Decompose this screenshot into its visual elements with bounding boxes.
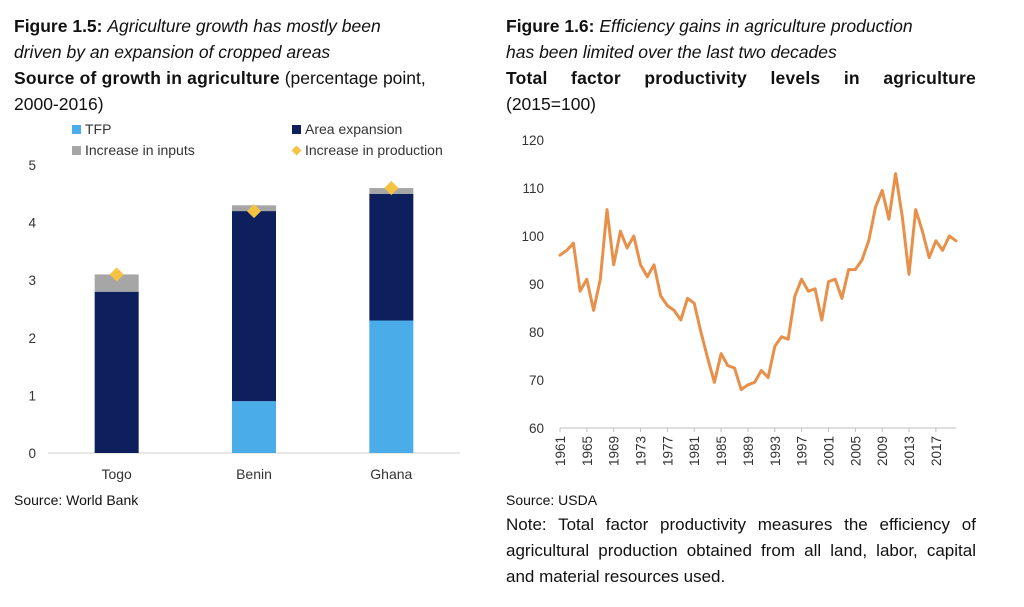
legend-marker-production	[291, 145, 302, 156]
figure-1-5-title-line1: Agriculture growth has mostly been	[107, 16, 381, 36]
x-tick-label: 2013	[902, 436, 917, 466]
bar-segment-tfp-benin	[232, 401, 276, 453]
bar-segment-area-expansion-ghana	[369, 193, 414, 321]
bar-segment-area-expansion-benin	[232, 211, 276, 402]
figure-1-6-note: Note: Total factor productivity measures…	[506, 515, 976, 586]
x-tick-label: 1981	[687, 436, 702, 466]
y-tick-label: 1	[28, 388, 36, 403]
x-tick-label: 1973	[634, 436, 649, 466]
tfp-line-chart: 60 70 80 90 100 110 120 1961 1965 1969 1973 1977 198…	[521, 133, 958, 466]
legend-label-area-expansion: Area expansion	[305, 121, 402, 137]
x-tick-label: 1989	[741, 436, 756, 466]
figure-1-6-title-cont: has been limited over the last two decad…	[506, 40, 837, 64]
bar-segment-area-expansion-togo	[94, 291, 139, 453]
figure-1-5-subtitle-bold: Source of growth in agriculture	[14, 68, 280, 88]
x-tick-label: 1985	[714, 436, 729, 466]
production-marker-ghana	[384, 180, 399, 196]
category-label-ghana: Ghana	[370, 466, 412, 482]
y-tick-label: 100	[521, 229, 544, 244]
figure-1-5-source: Source: World Bank	[14, 492, 139, 508]
stacked-bar-chart: TFP Area expansion Increase in inputs Incre…	[28, 121, 460, 482]
y-tick-label: 5	[28, 158, 36, 173]
figure-1-5-label: Figure 1.5:	[14, 16, 103, 36]
y-tick-label: 70	[529, 373, 544, 388]
x-tick-label: 1977	[660, 436, 675, 466]
legend-label-increase-in-inputs: Increase in inputs	[85, 142, 195, 158]
y-tick-label: 4	[28, 216, 36, 231]
figure-1-6-subtitle-line2: (2015=100)	[506, 94, 597, 114]
figure-1-6-subtitle-bold: Total factor productivity levels in agri…	[506, 68, 976, 88]
y-tick-label: 80	[529, 325, 544, 340]
figure-1-5-subtitle-rest: (percentage point,	[284, 68, 426, 88]
figure-1-5-subtitle-line2: 2000-2016)	[14, 94, 104, 114]
category-label-benin: Benin	[236, 466, 272, 482]
y-tick-label: 120	[521, 133, 544, 148]
x-tick-label: 1965	[580, 436, 595, 466]
x-tick-label: 2005	[848, 436, 863, 466]
figure-1-6-source: Source: USDA	[506, 492, 598, 508]
figure-1-5-subtitle: Source of growth in agriculture (percent…	[14, 66, 426, 90]
x-tick-label: 1969	[607, 436, 622, 466]
figure-1-5-title-line2: driven by an expansion of cropped areas	[14, 42, 331, 62]
category-label-togo: Togo	[101, 466, 132, 482]
legend-swatch-tfp	[72, 125, 81, 134]
legend-swatch-area-expansion	[292, 125, 301, 134]
figure-1-5-title-cont: driven by an expansion of cropped areas	[14, 40, 330, 64]
y-tick-label: 90	[529, 277, 544, 292]
bar-segment-increase-in-inputs-togo	[94, 274, 139, 292]
y-tick-label: 110	[522, 181, 544, 196]
tfp-series-line	[558, 172, 958, 392]
production-marker-togo	[109, 267, 124, 282]
figure-1-6-title-line1: Efficiency gains in agriculture producti…	[599, 16, 913, 36]
x-tick-label: 2009	[875, 436, 890, 466]
figure-1-6-title: Figure 1.6: Efficiency gains in agricult…	[506, 14, 913, 38]
legend-swatch-increase-in-inputs	[72, 146, 81, 155]
x-tick-label: 1997	[795, 436, 810, 466]
figure-1-6-subtitle: Total factor productivity levels in agri…	[506, 66, 976, 90]
figure-1-5-panel: Figure 1.5: Agriculture growth has mostl…	[0, 0, 490, 607]
y-tick-label: 2	[28, 331, 36, 346]
figure-1-5-title: Figure 1.5: Agriculture growth has mostl…	[14, 14, 381, 38]
x-tick-label: 2017	[929, 436, 944, 466]
y-tick-label: 0	[28, 446, 36, 461]
figure-1-6-panel: Figure 1.6: Efficiency gains in agricult…	[500, 0, 1024, 607]
legend-label-tfp: TFP	[85, 121, 111, 137]
y-tick-label: 3	[28, 273, 36, 288]
figure-1-6-title-line2: has been limited over the last two decad…	[506, 42, 837, 62]
x-tick-label: 1993	[768, 436, 783, 466]
figure-1-6-label: Figure 1.6:	[506, 16, 595, 36]
y-tick-label: 60	[529, 421, 544, 436]
x-tick-label: 2001	[821, 436, 836, 466]
legend-label-increase-in-production: Increase in production	[305, 142, 443, 158]
x-tick-label: 1961	[553, 436, 568, 466]
bar-segment-tfp-ghana	[369, 320, 414, 453]
